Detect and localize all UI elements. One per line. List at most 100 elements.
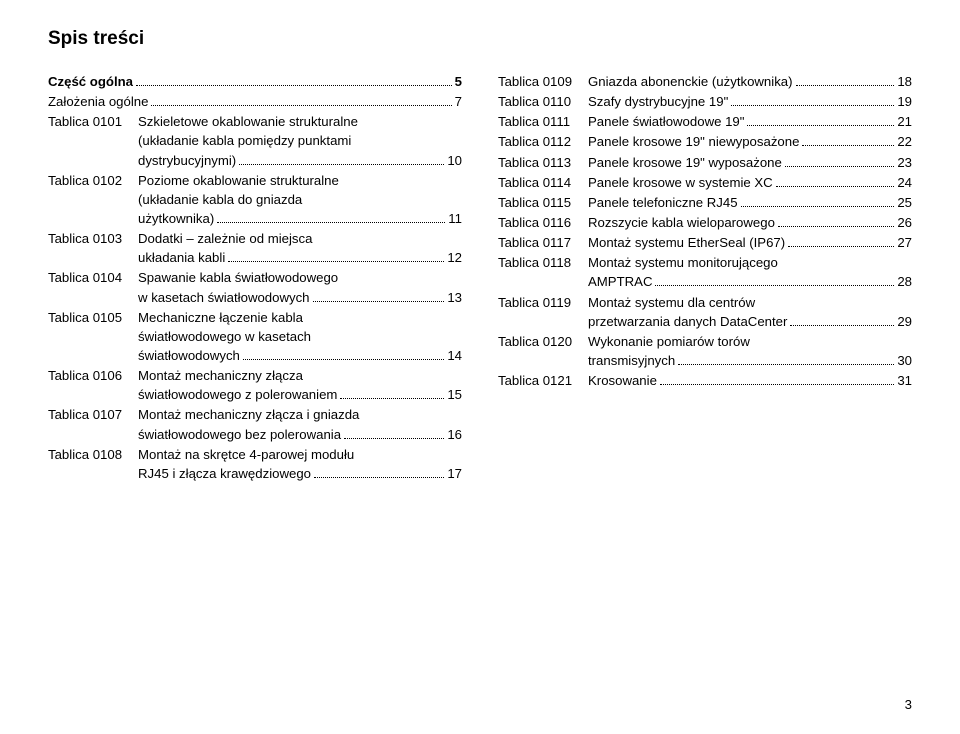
toc-text: Montaż systemu EtherSeal (IP67) xyxy=(588,233,785,252)
toc-label: Tablica 0117 xyxy=(498,233,588,252)
toc-page: 14 xyxy=(447,346,462,365)
toc-label: Tablica 0110 xyxy=(498,92,588,111)
toc-text: Wykonanie pomiarów torów xyxy=(588,332,750,351)
toc-page: 18 xyxy=(897,72,912,91)
toc-text: Panele krosowe 19" wyposażone xyxy=(588,153,782,172)
toc-text: Szafy dystrybucyjne 19" xyxy=(588,92,728,111)
toc-text: Założenia ogólne xyxy=(48,92,148,111)
toc-entry: Tablica 0111Panele światłowodowe 19"21 xyxy=(498,112,912,131)
toc-page: 17 xyxy=(447,464,462,483)
toc-text: Panele telefoniczne RJ45 xyxy=(588,193,738,212)
toc-line: Tablica 0116Rozszycie kabla wieloparoweg… xyxy=(498,213,912,232)
toc-text: Gniazda abonenckie (użytkownika) xyxy=(588,72,793,91)
toc-label: Tablica 0116 xyxy=(498,213,588,232)
toc-line: w kasetach światłowodowych13 xyxy=(48,288,462,307)
toc-page: 22 xyxy=(897,132,912,151)
toc-page: 11 xyxy=(448,209,462,228)
toc-page: 15 xyxy=(447,385,462,404)
toc-text: Dodatki – zależnie od miejsca xyxy=(138,229,312,248)
toc-page: 10 xyxy=(447,151,462,170)
toc-text: Montaż systemu monitorującego xyxy=(588,253,778,272)
toc-line: przetwarzania danych DataCenter29 xyxy=(498,312,912,331)
toc-entry: Tablica 0109Gniazda abonenckie (użytkown… xyxy=(498,72,912,91)
toc-label: Tablica 0118 xyxy=(498,253,588,272)
toc-line: RJ45 i złącza krawędziowego 17 xyxy=(48,464,462,483)
toc-entry: Tablica 0104Spawanie kabla światłowodowe… xyxy=(48,268,462,306)
toc-line: Tablica 0105Mechaniczne łączenie kabla xyxy=(48,308,462,327)
toc-label: Tablica 0121 xyxy=(498,371,588,390)
toc-line: Tablica 0109Gniazda abonenckie (użytkown… xyxy=(498,72,912,91)
toc-line: AMPTRAC28 xyxy=(498,272,912,291)
toc-label: Tablica 0120 xyxy=(498,332,588,351)
toc-line: układania kabli12 xyxy=(48,248,462,267)
toc-line: Tablica 0112Panele krosowe 19" niewyposa… xyxy=(498,132,912,151)
toc-text: Montaż na skrętce 4-parowej modułu xyxy=(138,445,354,464)
toc-text: światłowodowego w kasetach xyxy=(48,327,462,346)
toc-entry: Tablica 0110Szafy dystrybucyjne 19"19 xyxy=(498,92,912,111)
toc-line: Tablica 0111Panele światłowodowe 19"21 xyxy=(498,112,912,131)
toc-entry: Założenia ogólne 7 xyxy=(48,92,462,111)
toc-text: układania kabli xyxy=(138,248,225,267)
toc-dots xyxy=(239,153,444,165)
toc-page: 16 xyxy=(447,425,462,444)
toc-text: Szkieletowe okablowanie strukturalne xyxy=(138,112,358,131)
toc-line: Tablica 0102Poziome okablowanie struktur… xyxy=(48,171,462,190)
toc-dots xyxy=(217,211,445,223)
toc-text: światłowodowych xyxy=(138,346,240,365)
toc-line: Tablica 0120Wykonanie pomiarów torów xyxy=(498,332,912,351)
toc-page: 30 xyxy=(897,351,912,370)
toc-dots xyxy=(344,427,444,439)
toc-entry: Tablica 0113Panele krosowe 19" wyposażon… xyxy=(498,153,912,172)
toc-dots xyxy=(136,74,452,86)
toc-dots xyxy=(660,374,894,386)
toc-label: Tablica 0106 xyxy=(48,366,138,385)
toc-line: Założenia ogólne 7 xyxy=(48,92,462,111)
toc-label: Tablica 0113 xyxy=(498,153,588,172)
toc-line: Tablica 0101Szkieletowe okablowanie stru… xyxy=(48,112,462,131)
toc-dots xyxy=(802,135,894,147)
toc-dots xyxy=(747,115,894,127)
toc-entry: Część ogólna5 xyxy=(48,72,462,91)
toc-dots xyxy=(340,388,444,400)
toc-page: 25 xyxy=(897,193,912,212)
toc-line: Tablica 0115Panele telefoniczne RJ4525 xyxy=(498,193,912,212)
toc-line: Tablica 0118Montaż systemu monitorująceg… xyxy=(498,253,912,272)
toc-line: Tablica 0113Panele krosowe 19" wyposażon… xyxy=(498,153,912,172)
toc-line: Tablica 0106Montaż mechaniczny złącza xyxy=(48,366,462,385)
toc-entry: Tablica 0114Panele krosowe w systemie XC… xyxy=(498,173,912,192)
toc-entry: Tablica 0112Panele krosowe 19" niewyposa… xyxy=(498,132,912,151)
toc-entry: Tablica 0103Dodatki – zależnie od miejsc… xyxy=(48,229,462,267)
toc-line: użytkownika)11 xyxy=(48,209,462,228)
toc-line: transmisyjnych30 xyxy=(498,351,912,370)
toc-dots xyxy=(655,275,894,287)
toc-line: Tablica 0103Dodatki – zależnie od miejsc… xyxy=(48,229,462,248)
toc-page: 24 xyxy=(897,173,912,192)
toc-label: Tablica 0103 xyxy=(48,229,138,248)
toc-line: światłowodowego z polerowaniem 15 xyxy=(48,385,462,404)
toc-dots xyxy=(678,353,894,365)
toc-dots xyxy=(778,215,894,227)
toc-label: Tablica 0109 xyxy=(498,72,588,91)
toc-line: Część ogólna5 xyxy=(48,72,462,91)
toc-text: Panele krosowe 19" niewyposażone xyxy=(588,132,799,151)
toc-text: Krosowanie xyxy=(588,371,657,390)
toc-text: RJ45 i złącza krawędziowego xyxy=(138,464,311,483)
toc-dots xyxy=(785,155,895,167)
toc-label: Tablica 0105 xyxy=(48,308,138,327)
toc-dots xyxy=(731,95,894,107)
toc-dots xyxy=(788,236,894,248)
toc-column-right: Tablica 0109Gniazda abonenckie (użytkown… xyxy=(498,72,912,484)
toc-text: (układanie kabla pomiędzy punktami xyxy=(48,131,462,150)
toc-page: 7 xyxy=(455,92,462,111)
toc-page: 26 xyxy=(897,213,912,232)
toc-dots xyxy=(151,95,451,107)
toc-columns: Część ogólna5Założenia ogólne7Tablica 01… xyxy=(48,72,912,484)
toc-dots xyxy=(313,290,445,302)
toc-text: Mechaniczne łączenie kabla xyxy=(138,308,303,327)
toc-line: światłowodowego bez polerowania16 xyxy=(48,425,462,444)
toc-page: 13 xyxy=(447,288,462,307)
toc-label: Tablica 0114 xyxy=(498,173,588,192)
toc-text: światłowodowego z polerowaniem xyxy=(138,385,337,404)
toc-page: 5 xyxy=(455,72,462,91)
toc-text: Spawanie kabla światłowodowego xyxy=(138,268,338,287)
